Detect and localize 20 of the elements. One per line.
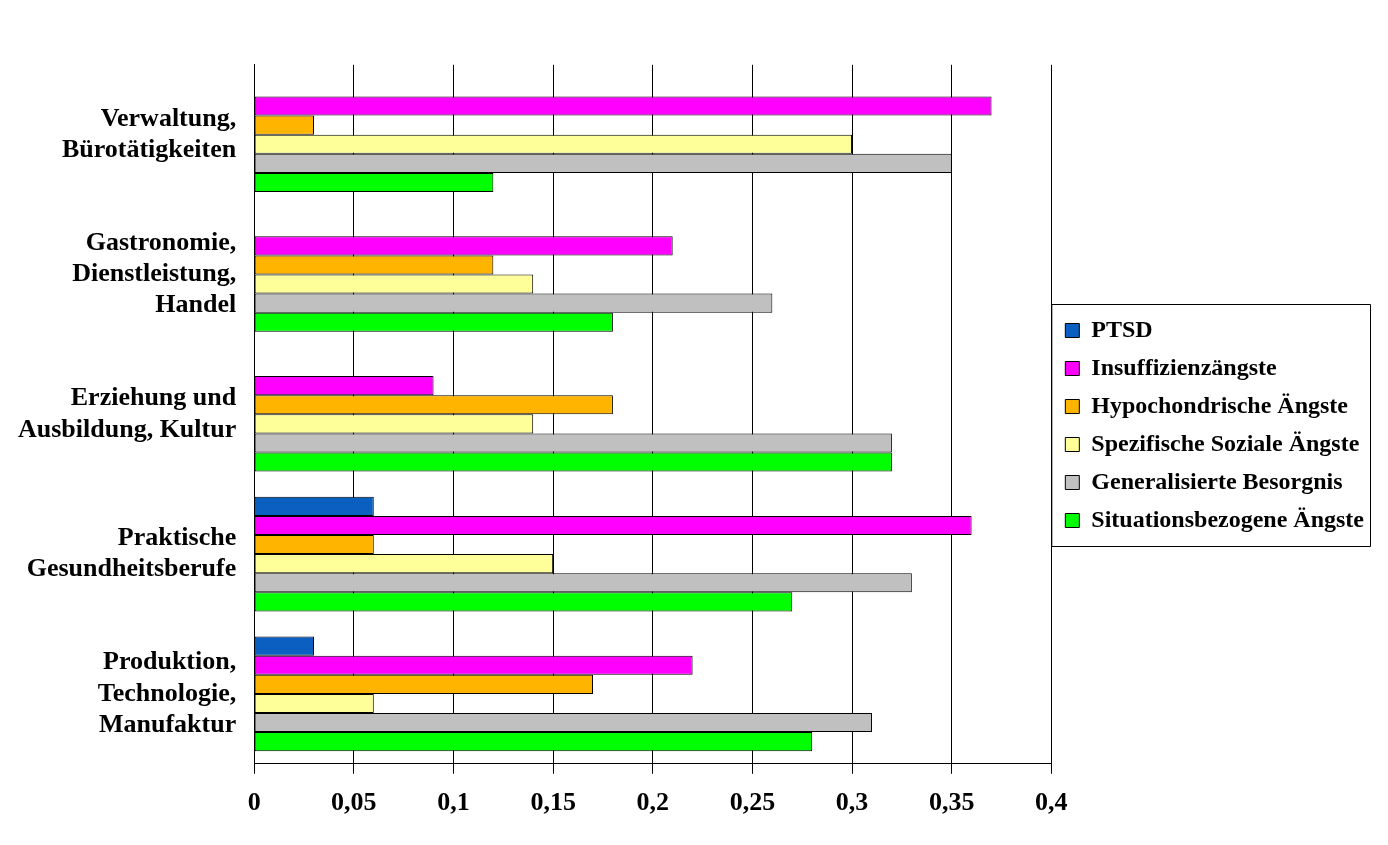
y-tick-label: Produktion, Technologie, Manufaktur <box>97 646 237 738</box>
x-tick-label: 0,3 <box>835 787 869 817</box>
y-tick-label: Praktische Gesundheitsberufe <box>26 522 237 583</box>
x-tick-label: 0,05 <box>331 787 377 817</box>
x-tick-label: 0,35 <box>928 787 975 817</box>
legend-label: Hypochondrische Ängste <box>1091 391 1349 418</box>
x-tick-label: 0,15 <box>530 787 576 817</box>
x-tick-label: 0,2 <box>636 787 670 817</box>
x-tick-label: 0,25 <box>729 787 776 817</box>
legend-label: Spezifische Soziale Ängste <box>1091 429 1360 456</box>
x-tick-label: 0,4 <box>1035 787 1068 817</box>
y-tick-label: Verwaltung, Bürotätigkeiten <box>61 102 237 164</box>
y-tick-label: Erziehung und Ausbildung, Kultur <box>17 382 237 443</box>
x-tick-label: 0,1 <box>437 787 470 817</box>
legend-label: PTSD <box>1091 315 1153 342</box>
x-tick-label: 0 <box>247 787 261 817</box>
legend-label: Situationsbezogene Ängste <box>1091 505 1365 532</box>
legend-label: Insuffizienzängste <box>1091 353 1278 380</box>
legend-label: Generalisierte Besorgnis <box>1091 467 1343 494</box>
y-tick-label: Gastronomie, Dienstleistung, Handel <box>72 227 237 319</box>
